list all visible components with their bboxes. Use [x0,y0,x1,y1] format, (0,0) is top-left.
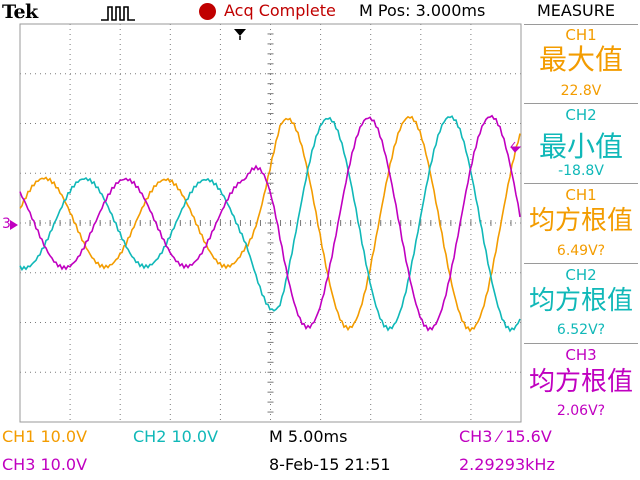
date-time: 8-Feb-15 21:51 [269,455,391,474]
acquisition-status-icon [199,3,216,20]
measure-slot-1-divider [524,24,638,25]
acquisition-status: Acq Complete [224,1,336,20]
horizontal-position-marker-icon [234,29,246,36]
measure-4-type[interactable]: 均方根值 [528,286,633,316]
measure-5-channel: CH3 [565,346,597,364]
ch2-scale[interactable]: CH2 10.0V [133,427,219,446]
horizontal-position: M Pos: 3.000ms [359,1,486,20]
ch3-waveform [19,114,521,332]
measure-1-type[interactable]: 最大值 [538,43,623,76]
measure-3-type[interactable]: 均方根值 [528,206,633,236]
measure-slot-3-divider [524,183,638,184]
pulse-icon [101,6,135,21]
measure-5-type[interactable]: 均方根值 [528,367,633,397]
measure-3-value: 6.49V? [556,243,606,259]
measure-1-channel: CH1 [565,26,597,44]
ch3-ground-marker-icon [10,220,18,230]
ch3-scale[interactable]: CH3 10.0V [2,455,88,474]
ch1-waveform [19,115,521,333]
brand-logo: Tek [2,1,38,23]
measure-slot-4-divider [524,263,638,264]
ch1-scale[interactable]: CH1 10.0V [2,427,88,446]
measure-3-channel: CH1 [565,186,597,204]
measure-2-channel: CH2 [565,106,597,124]
trigger-setting[interactable]: CH3 ⁄ 15.6V [459,427,552,446]
graticule-border [19,23,522,423]
measure-slot-5-divider [524,343,638,344]
measure-2-value: -18.8V [558,163,604,179]
measure-slot-2-divider [524,103,638,104]
trigger-level-marker-icon [509,141,522,153]
trigger-frequency: 2.29293kHz [459,455,555,474]
measure-1-value: 22.8V [560,83,602,99]
ch2-waveform [19,115,521,333]
measure-5-value: 2.06V? [556,403,606,419]
measure-4-channel: CH2 [565,266,597,284]
timebase[interactable]: M 5.00ms [269,427,348,446]
measure-menu-title[interactable]: MEASURE [537,1,615,20]
ch3-ground-label: 3 [2,216,11,232]
measure-2-type[interactable]: 最小值 [538,130,623,163]
measure-4-value: 6.52V? [556,322,606,338]
